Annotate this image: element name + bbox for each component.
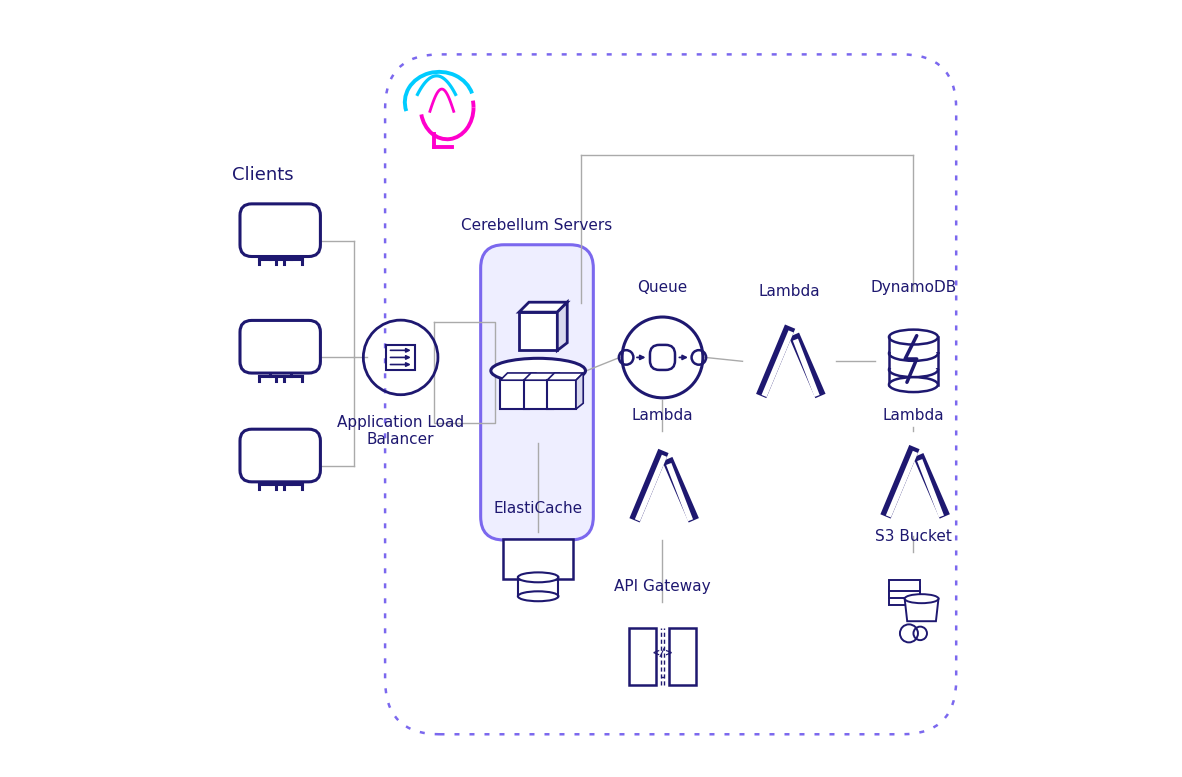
Ellipse shape	[889, 329, 939, 344]
Bar	[889, 337, 939, 352]
Text: DynamoDB: DynamoDB	[870, 280, 956, 295]
Text: Lambda: Lambda	[759, 284, 820, 299]
Ellipse shape	[889, 362, 939, 377]
FancyBboxPatch shape	[889, 587, 921, 598]
Text: Clients: Clients	[233, 166, 294, 184]
FancyBboxPatch shape	[650, 345, 675, 370]
Polygon shape	[500, 373, 537, 380]
Polygon shape	[519, 302, 567, 312]
Ellipse shape	[889, 377, 939, 392]
Text: Application Load
Balancer: Application Load Balancer	[337, 415, 465, 448]
Text: S3 Bucket: S3 Bucket	[875, 528, 952, 544]
Text: Lambda: Lambda	[883, 408, 944, 423]
Bar	[889, 354, 939, 368]
FancyBboxPatch shape	[629, 629, 656, 685]
Polygon shape	[904, 598, 939, 622]
FancyBboxPatch shape	[504, 538, 573, 579]
Ellipse shape	[889, 346, 939, 361]
FancyBboxPatch shape	[889, 580, 921, 591]
FancyBboxPatch shape	[481, 245, 593, 540]
Polygon shape	[558, 302, 567, 350]
FancyBboxPatch shape	[889, 594, 921, 605]
FancyBboxPatch shape	[240, 204, 320, 256]
Text: Cerebellum Servers: Cerebellum Servers	[461, 218, 612, 233]
Text: </>: </>	[652, 647, 673, 657]
Polygon shape	[524, 373, 560, 380]
Polygon shape	[576, 373, 583, 409]
Ellipse shape	[518, 591, 558, 601]
Bar	[387, 345, 415, 370]
FancyBboxPatch shape	[519, 312, 558, 350]
Ellipse shape	[904, 594, 939, 603]
Text: Queue: Queue	[637, 280, 688, 295]
Polygon shape	[547, 373, 583, 380]
Text: API Gateway: API Gateway	[615, 579, 710, 594]
FancyBboxPatch shape	[547, 380, 576, 409]
Bar	[518, 577, 558, 596]
FancyBboxPatch shape	[240, 320, 320, 373]
Text: Lambda: Lambda	[631, 408, 694, 423]
FancyBboxPatch shape	[240, 429, 320, 482]
FancyBboxPatch shape	[500, 380, 530, 409]
Text: ElastiCache: ElastiCache	[494, 501, 583, 517]
Polygon shape	[553, 373, 560, 409]
Ellipse shape	[518, 573, 558, 582]
FancyBboxPatch shape	[669, 629, 696, 685]
Bar	[889, 370, 939, 385]
FancyBboxPatch shape	[524, 380, 553, 409]
Polygon shape	[530, 373, 537, 409]
Ellipse shape	[491, 358, 585, 383]
